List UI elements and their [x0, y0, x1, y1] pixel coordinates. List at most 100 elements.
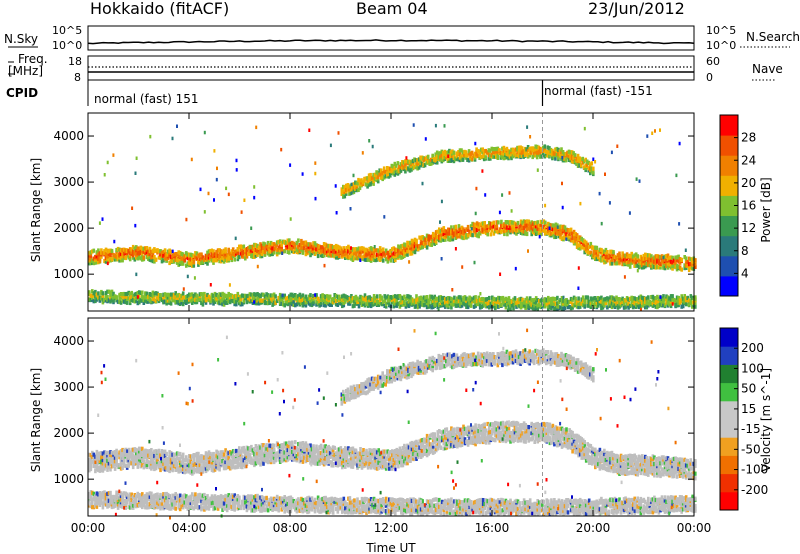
range-gate-cell: [495, 299, 499, 304]
range-gate-cell: [135, 248, 138, 253]
range-gate-cell: [153, 466, 156, 472]
range-gate-cell: [503, 224, 506, 229]
range-gate-cell: [338, 252, 341, 257]
range-gate-cell: [429, 161, 433, 166]
range-gate-cell: [127, 458, 130, 463]
range-gate-cell: [250, 447, 253, 452]
range-gate-cell: [254, 444, 258, 449]
range-gate-cell: [375, 294, 379, 299]
beam-title: Beam 04: [356, 0, 428, 18]
range-gate-cell: [648, 302, 652, 307]
range-gate-cell: [575, 233, 579, 238]
range-gate-cell: [145, 255, 149, 260]
range-gate-cell: [394, 297, 397, 302]
range-gate-cell: [378, 294, 382, 299]
range-gate-cell: [399, 164, 403, 169]
range-gate-cell: [133, 297, 137, 303]
range-gate-cell: [417, 165, 421, 170]
range-gate-cell: [507, 149, 510, 154]
range-gate-cell: [450, 229, 453, 234]
range-gate-cell: [186, 252, 190, 257]
range-gate-cell: [109, 458, 112, 463]
range-gate-cell: [97, 250, 100, 255]
range-gate-cell: [101, 464, 105, 469]
range-gate-cell: [403, 252, 406, 257]
range-gate-cell: [268, 300, 271, 305]
range-gate-cell: [447, 227, 450, 232]
range-gate-cell: [236, 254, 240, 259]
noise-cell: [388, 249, 391, 254]
range-gate-cell: [89, 257, 93, 262]
range-gate-cell: [444, 235, 447, 240]
range-gate-cell: [474, 232, 477, 237]
range-gate-cell: [380, 248, 383, 253]
range-gate-cell: [277, 248, 280, 253]
range-gate-cell: [288, 242, 291, 247]
range-gate-cell: [216, 450, 220, 455]
range-gate-cell: [125, 248, 129, 253]
range-gate-cell: [215, 453, 218, 458]
range-gate-cell: [272, 250, 276, 255]
range-gate-cell: [375, 173, 378, 178]
range-gate-cell: [251, 460, 255, 466]
noise-cell: [600, 221, 603, 226]
range-gate-cell: [121, 298, 124, 303]
range-gate-cell: [138, 255, 141, 260]
range-gate-cell: [283, 444, 286, 449]
range-gate-cell: [363, 293, 367, 298]
range-gate-cell: [431, 304, 435, 310]
range-gate-cell: [558, 149, 562, 154]
range-gate-cell: [177, 258, 180, 263]
range-gate-cell: [204, 294, 208, 299]
range-gate-cell: [224, 252, 227, 257]
range-gate-cell: [165, 298, 168, 304]
range-gate-cell: [274, 452, 277, 457]
range-gate-cell: [663, 266, 667, 271]
range-gate-cell: [400, 255, 403, 260]
range-gate-cell: [407, 166, 410, 171]
range-gate-cell: [163, 449, 167, 454]
range-gate-cell: [181, 295, 185, 300]
range-gate-cell: [624, 298, 627, 303]
range-gate-cell: [483, 297, 486, 302]
range-gate-cell: [183, 458, 186, 463]
range-gate-cell: [636, 297, 639, 302]
range-gate-cell: [175, 252, 179, 257]
range-gate-cell: [228, 299, 232, 304]
range-gate-cell: [504, 220, 508, 225]
range-gate-cell: [266, 251, 270, 256]
range-gate-cell: [104, 290, 108, 296]
range-gate-cell: [109, 295, 112, 300]
range-gate-cell: [353, 256, 356, 261]
range-gate-cell: [141, 254, 144, 259]
range-gate-cell: [209, 451, 212, 457]
range-gate-cell: [524, 297, 527, 303]
range-gate-cell: [612, 301, 615, 306]
range-gate-cell: [121, 292, 124, 297]
range-gate-cell: [436, 302, 440, 307]
range-gate-cell: [283, 239, 286, 244]
range-gate-cell: [515, 229, 518, 234]
range-gate-cell: [345, 254, 349, 259]
range-gate-cell: [634, 252, 638, 257]
range-gate-cell: [517, 151, 521, 156]
range-gate-cell: [289, 241, 293, 246]
range-gate-cell: [644, 302, 647, 307]
range-gate-cell: [619, 257, 623, 262]
range-gate-cell: [410, 243, 414, 248]
range-gate-cell: [91, 293, 94, 298]
range-gate-cell: [331, 245, 335, 250]
range-gate-cell: [628, 257, 632, 262]
range-gate-cell: [586, 249, 589, 254]
range-gate-cell: [219, 252, 223, 257]
range-gate-cell: [185, 300, 188, 305]
range-gate-cell: [528, 301, 532, 306]
noise-cell: [186, 274, 189, 279]
range-gate-cell: [186, 261, 190, 266]
noise-cell: [171, 136, 174, 141]
range-gate-cell: [435, 160, 439, 165]
range-gate-cell: [122, 295, 126, 300]
range-gate-cell: [97, 291, 100, 296]
range-gate-cell: [97, 456, 100, 461]
range-gate-cell: [448, 156, 451, 161]
